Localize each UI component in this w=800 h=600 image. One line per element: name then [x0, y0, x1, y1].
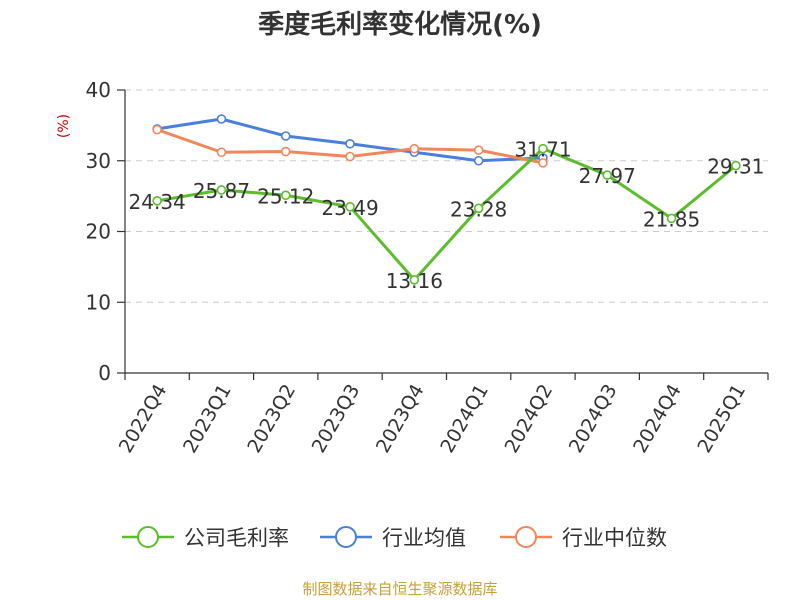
- x-tick-label: 2024Q4: [629, 381, 686, 457]
- x-tick-label: 2024Q2: [501, 381, 558, 457]
- data-point: [473, 203, 484, 214]
- data-point: [280, 146, 291, 157]
- chart-title: 季度毛利率变化情况(%): [258, 9, 542, 40]
- legend-label: 行业均值: [382, 526, 466, 550]
- data-point: [538, 158, 548, 168]
- data-label: 25.87: [193, 179, 250, 203]
- data-label: 23.49: [321, 196, 378, 220]
- y-tick-label: 40: [86, 78, 111, 102]
- legend-marker: [137, 526, 159, 548]
- data-point: [345, 202, 355, 212]
- data-point: [152, 124, 162, 135]
- data-point: [473, 145, 484, 155]
- data-label: 23.28: [450, 197, 507, 221]
- data-point: [666, 213, 677, 224]
- data-label: 24.34: [129, 190, 186, 214]
- data-label: 13.16: [386, 269, 443, 293]
- data-point: [409, 275, 420, 285]
- data-label: 21.85: [643, 207, 700, 231]
- x-tick-label: 2023Q4: [372, 381, 429, 457]
- legend-marker: [515, 526, 537, 548]
- data-point: [216, 185, 227, 195]
- data-label: 29.31: [707, 155, 764, 179]
- y-tick-label: 30: [86, 149, 111, 173]
- data-point: [602, 170, 613, 180]
- data-point: [731, 160, 741, 171]
- x-tick-label: 2024Q3: [565, 381, 622, 457]
- data-label: 25.12: [257, 184, 314, 208]
- x-tick-label: 2024Q1: [436, 381, 493, 457]
- x-tick-label: 2023Q1: [179, 381, 236, 457]
- y-tick-label: 20: [86, 220, 111, 244]
- x-tick-label: 2022Q4: [115, 381, 172, 457]
- data-labels: 24.34 25.87 25.12 23.49 13.16 23.28 31.71 27.97…: [129, 138, 765, 293]
- data-point: [538, 143, 548, 154]
- x-tick-label: 2023Q2: [243, 381, 300, 457]
- data-point: [345, 151, 355, 162]
- data-point: [280, 131, 291, 141]
- data-point: [409, 143, 420, 154]
- legend-marker: [335, 526, 357, 548]
- grid-lines: [125, 89, 768, 303]
- y-axis-label: (%): [56, 114, 72, 138]
- series-layer: [152, 114, 741, 285]
- source-footer: 制图数据来自恒生聚源数据库: [302, 580, 497, 598]
- data-label: 27.97: [579, 164, 636, 188]
- y-tick-label: 10: [86, 290, 111, 314]
- data-point: [345, 138, 355, 149]
- data-point: [216, 147, 227, 158]
- data-point: [280, 190, 291, 201]
- x-tick-label: 2023Q3: [308, 381, 365, 457]
- y-tick-label: 0: [98, 361, 111, 385]
- series-line: [156, 147, 737, 282]
- data-point: [152, 195, 162, 206]
- legend-label: 行业中位数: [562, 526, 667, 550]
- data-point: [216, 114, 227, 124]
- x-tick-label: 2025Q1: [693, 381, 750, 457]
- data-label: 31.71: [514, 138, 571, 162]
- data-point: [473, 155, 484, 166]
- legend-label: 公司毛利率: [184, 526, 289, 550]
- legend: 公司毛利率 行业均值 行业中位数: [122, 526, 667, 550]
